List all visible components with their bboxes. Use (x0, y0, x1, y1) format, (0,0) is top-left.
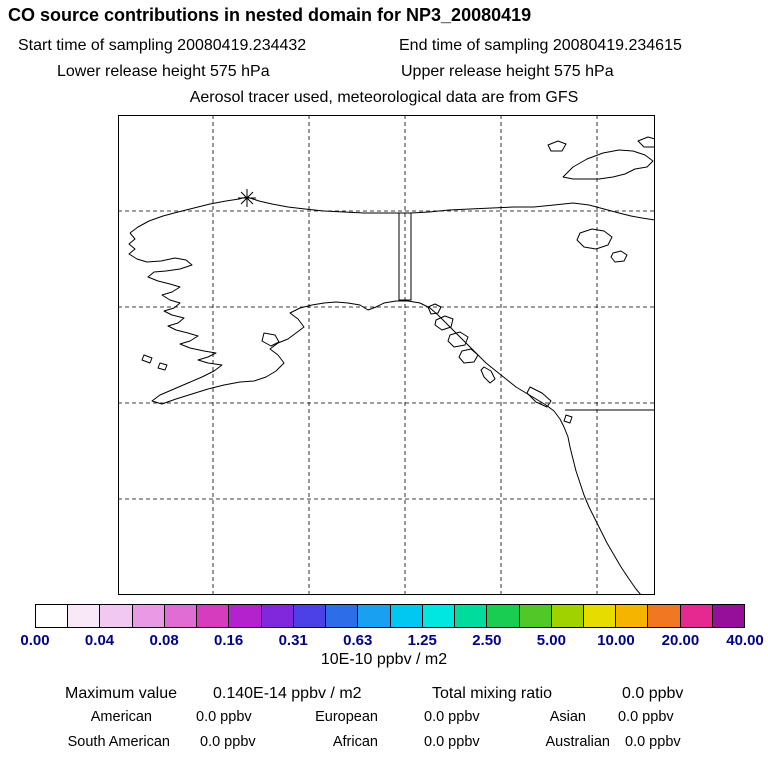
colorbar-segment (615, 605, 648, 627)
colorbar-tick-label: 2.50 (472, 632, 502, 649)
maximum-value: 0.140E-14 ppbv / m2 (213, 685, 362, 702)
source-name-australian: Australian (545, 734, 610, 750)
colorbar-segment (36, 605, 68, 627)
colorbar-tick-label: 0.63 (343, 632, 373, 649)
lower-release-text: Lower release height 575 hPa (57, 63, 270, 80)
colorbar-segment (582, 605, 616, 627)
end-time-text: End time of sampling 20080419.234615 (399, 37, 682, 54)
tracer-info-text: Aerosol tracer used, meteorological data… (189, 89, 579, 106)
colorbar-tick-label: 0.16 (214, 632, 244, 649)
colorbar-tick-label: 40.00 (726, 632, 764, 649)
upper-release-text: Upper release height 575 hPa (401, 63, 614, 80)
colorbar-segment (163, 605, 197, 627)
source-name-american: American (90, 709, 152, 725)
colorbar-segment (357, 605, 390, 627)
source-value-american: 0.0 ppbv (196, 709, 252, 725)
source-value-australian: 0.0 ppbv (625, 734, 681, 750)
colorbar-segment (260, 605, 293, 627)
total-mixing-ratio-value: 0.0 ppbv (622, 685, 684, 702)
colorbar-tick-label: 0.08 (149, 632, 179, 649)
source-name-south-american: South American (67, 734, 170, 750)
map-border (118, 115, 655, 595)
map-panel (118, 115, 656, 596)
total-mixing-ratio-label: Total mixing ratio (432, 685, 553, 702)
source-value-south-american: 0.0 ppbv (200, 734, 256, 750)
source-name-european: European (315, 709, 378, 725)
colorbar-segment (325, 605, 358, 627)
colorbar-segment (196, 605, 229, 627)
colorbar-segment (550, 605, 583, 627)
maximum-value-label: Maximum value (65, 685, 178, 702)
colorbar-segment (711, 605, 745, 627)
graticule-gridlines (118, 115, 655, 595)
colorbar-tick-label: 5.00 (536, 632, 566, 649)
colorbar-tick-label: 0.04 (84, 632, 115, 649)
colorbar-segment (99, 605, 132, 627)
source-value-asian: 0.0 ppbv (618, 709, 674, 725)
colorbar-segment (518, 605, 551, 627)
colorbar-tick-label: 0.00 (20, 632, 50, 649)
colorbar-segment (679, 605, 712, 627)
political-borders (398, 213, 655, 411)
colorbar-segment (389, 605, 422, 627)
colorbar-tick-label: 1.25 (407, 632, 437, 649)
colorbar-tick-label: 10.00 (597, 632, 635, 649)
colorbar-segment (454, 605, 487, 627)
colorbar-units: 10E-10 ppbv / m2 (320, 651, 448, 668)
colorbar-tick-label: 20.00 (661, 632, 700, 649)
colorbar-segment (131, 605, 164, 627)
colorbar-segment (647, 605, 680, 627)
source-value-african: 0.0 ppbv (424, 734, 480, 750)
source-value-european: 0.0 ppbv (424, 709, 480, 725)
start-time-text: Start time of sampling 20080419.234432 (18, 37, 307, 54)
colorbar-segment (292, 605, 326, 627)
colorbar (35, 604, 745, 628)
source-name-african: African (332, 734, 378, 750)
plot-title: CO source contributions in nested domain… (8, 5, 532, 25)
colorbar-segment (421, 605, 455, 627)
islands (141, 136, 656, 424)
colorbar-segment (67, 605, 100, 627)
release-location-star-icon (238, 189, 256, 207)
source-name-asian: Asian (549, 709, 586, 725)
colorbar-segment (486, 605, 519, 627)
colorbar-segment (228, 605, 261, 627)
map-canvas (118, 115, 656, 596)
colorbar-tick-label: 0.31 (278, 632, 308, 649)
colorbar-tick-labels: 0.00 0.04 0.08 0.16 0.31 0.63 1.25 2.50 5.00 10.0… (0, 632, 768, 650)
